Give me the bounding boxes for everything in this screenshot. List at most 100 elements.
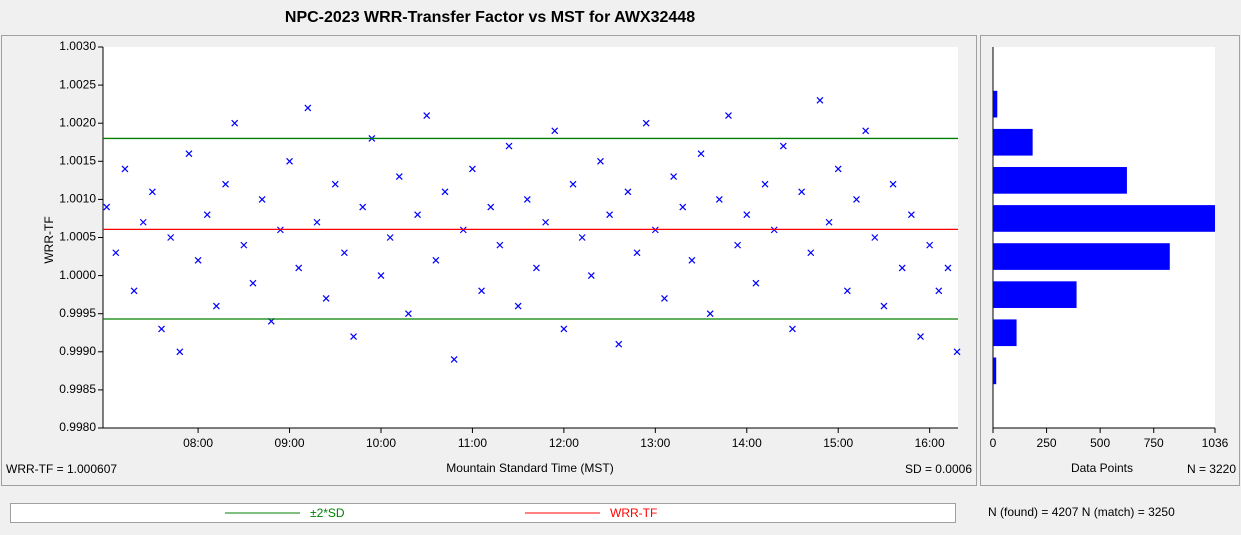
chart-title: NPC-2023 WRR-Transfer Factor vs MST for …: [285, 9, 695, 26]
x-tick-label: 12:00: [549, 436, 579, 450]
point: [176, 348, 184, 356]
point-stroke: [871, 234, 879, 241]
point-stroke: [642, 119, 650, 127]
point-stroke: [249, 279, 257, 287]
hist-x-label: Data Points: [1071, 461, 1133, 475]
point-stroke: [523, 195, 531, 203]
point: [697, 150, 705, 158]
x-tick-label: 14:00: [732, 436, 762, 450]
point-stroke: [469, 165, 476, 173]
point-stroke: [725, 112, 732, 120]
point: [679, 203, 687, 211]
point: [624, 188, 632, 196]
point: [386, 234, 394, 241]
point-stroke: [203, 211, 211, 219]
point: [423, 112, 431, 120]
point: [715, 195, 723, 203]
point: [148, 188, 156, 196]
point-stroke: [359, 203, 367, 211]
point: [917, 333, 924, 340]
point: [816, 96, 824, 104]
point-stroke: [386, 234, 394, 241]
point-stroke: [130, 287, 138, 295]
x-tick-label: 10:00: [366, 436, 396, 450]
point-stroke: [414, 211, 421, 219]
point-stroke: [331, 180, 339, 188]
legend-label: WRR-TF: [610, 506, 657, 520]
point-stroke: [898, 264, 906, 272]
point-stroke: [340, 249, 348, 257]
point: [798, 188, 806, 196]
point: [103, 203, 111, 211]
y-tick-label: 0.9990: [59, 344, 96, 358]
point-stroke: [148, 188, 156, 196]
point: [926, 241, 934, 249]
point-stroke: [478, 287, 486, 295]
point: [286, 157, 293, 165]
point: [834, 165, 842, 173]
point-stroke: [715, 195, 723, 203]
point-stroke: [670, 173, 678, 180]
point-stroke: [158, 325, 165, 333]
point-stroke: [706, 310, 714, 318]
point-stroke: [176, 348, 184, 356]
y-tick-label: 1.0000: [59, 268, 96, 282]
point-stroke: [889, 180, 897, 188]
point: [871, 234, 879, 241]
status-text: N (found) = 4207 N (match) = 3250: [988, 505, 1175, 519]
point: [487, 203, 495, 211]
point: [404, 310, 412, 318]
point-stroke: [843, 287, 851, 295]
point: [139, 218, 147, 226]
point: [789, 325, 796, 333]
point: [478, 287, 486, 295]
point: [505, 142, 513, 150]
point: [432, 256, 440, 264]
point: [121, 165, 129, 173]
point-stroke: [807, 249, 815, 257]
x-tick-label: 09:00: [275, 436, 305, 450]
point-stroke: [752, 279, 760, 287]
point-stroke: [112, 249, 120, 257]
point-stroke: [542, 218, 550, 226]
point: [587, 272, 595, 280]
point: [450, 355, 458, 363]
point: [377, 272, 385, 280]
point: [258, 195, 266, 203]
point: [551, 127, 559, 135]
y-axis-label: WRR-TF: [42, 216, 56, 263]
point: [670, 173, 678, 180]
point: [295, 264, 303, 272]
point: [807, 249, 815, 257]
point: [514, 302, 522, 310]
point: [560, 325, 568, 333]
point: [112, 249, 120, 257]
point-stroke: [139, 218, 147, 226]
point-stroke: [917, 333, 924, 340]
point: [615, 340, 623, 348]
point-stroke: [514, 302, 522, 310]
plot-area: [103, 47, 958, 428]
point-stroke: [633, 249, 641, 257]
mean-note: WRR-TF = 1.000607: [6, 462, 117, 476]
y-tick-label: 1.0030: [59, 39, 96, 53]
point-stroke: [624, 188, 632, 196]
point-stroke: [734, 241, 742, 249]
legend-box: [10, 503, 956, 523]
point: [935, 287, 943, 295]
point: [880, 302, 888, 310]
point-stroke: [688, 256, 696, 264]
point: [597, 157, 604, 165]
point-stroke: [560, 325, 568, 333]
point: [688, 256, 696, 264]
point: [889, 180, 897, 188]
hist-x-tick-label: 250: [1037, 436, 1057, 450]
point-stroke: [404, 310, 412, 318]
point-stroke: [322, 295, 330, 302]
point: [340, 249, 348, 257]
point-stroke: [505, 142, 513, 150]
point: [825, 218, 833, 226]
point-stroke: [953, 348, 961, 356]
point-stroke: [258, 195, 266, 203]
